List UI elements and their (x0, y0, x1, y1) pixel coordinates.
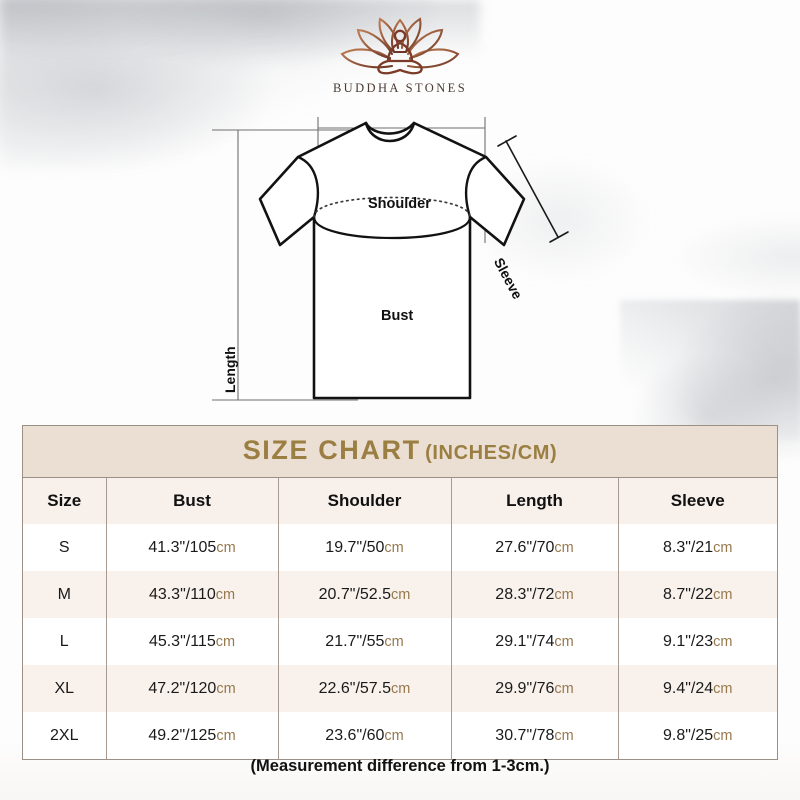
measurement-note: (Measurement difference from 1-3cm.) (250, 757, 550, 775)
diagram-label-shoulder: Shoulder (368, 196, 431, 212)
column-header-sleeve: Sleeve (618, 478, 777, 524)
lotus-meditation-icon (340, 17, 460, 75)
cell-shoulder: 23.6"/60cm (278, 712, 452, 759)
cell-size: S (23, 524, 107, 571)
cell-bust: 41.3"/105cm (106, 524, 279, 571)
column-header-shoulder: Shoulder (278, 478, 452, 524)
table-row: M 43.3"/110cm 20.7"/52.5cm 28.3"/72cm 8.… (23, 571, 777, 618)
cell-bust: 49.2"/125cm (106, 712, 279, 759)
cell-sleeve: 8.3"/21cm (618, 524, 777, 571)
size-chart-title-bar: SIZE CHART (INCHES/CM) (23, 426, 777, 478)
cell-length: 28.3"/72cm (451, 571, 619, 618)
cell-shoulder: 19.7"/50cm (278, 524, 452, 571)
cell-sleeve: 9.1"/23cm (618, 618, 777, 665)
diagram-label-length: Length (222, 346, 238, 393)
cell-size: 2XL (23, 712, 107, 759)
size-chart-table: Size Bust Shoulder Length Sleeve S 41.3"… (23, 478, 777, 759)
cell-size: L (23, 618, 107, 665)
cell-size: XL (23, 665, 107, 712)
table-row: XL 47.2"/120cm 22.6"/57.5cm 29.9"/76cm 9… (23, 665, 777, 712)
tshirt-outline-svg (212, 117, 569, 401)
size-chart-table-container: SIZE CHART (INCHES/CM) Size Bust Shoulde… (22, 425, 778, 760)
table-header-row: Size Bust Shoulder Length Sleeve (23, 478, 777, 524)
size-chart-title-units: (INCHES/CM) (425, 442, 558, 464)
brand-logo: BUDDHA STONES (0, 14, 800, 96)
cell-length: 27.6"/70cm (451, 524, 619, 571)
table-row: 2XL 49.2"/125cm 23.6"/60cm 30.7"/78cm 9.… (23, 712, 777, 759)
cell-shoulder: 20.7"/52.5cm (278, 571, 452, 618)
column-header-size: Size (23, 478, 107, 524)
table-row: L 45.3"/115cm 21.7"/55cm 29.1"/74cm 9.1"… (23, 618, 777, 665)
size-chart-title: SIZE CHART (242, 435, 421, 465)
column-header-bust: Bust (106, 478, 279, 524)
cell-size: M (23, 571, 107, 618)
cell-shoulder: 21.7"/55cm (278, 618, 452, 665)
tshirt-measurement-diagram: Shoulder Bust Sleeve Length (0, 95, 800, 415)
cell-length: 29.1"/74cm (451, 618, 619, 665)
diagram-label-bust: Bust (381, 308, 414, 324)
cell-bust: 47.2"/120cm (106, 665, 279, 712)
table-row: S 41.3"/105cm 19.7"/50cm 27.6"/70cm 8.3"… (23, 524, 777, 571)
brand-name: BUDDHA STONES (332, 81, 468, 95)
cell-bust: 43.3"/110cm (106, 571, 279, 618)
cell-shoulder: 22.6"/57.5cm (278, 665, 452, 712)
cell-sleeve: 9.8"/25cm (618, 712, 777, 759)
cell-sleeve: 9.4"/24cm (618, 665, 777, 712)
cell-length: 30.7"/78cm (451, 712, 619, 759)
neckline (364, 121, 416, 143)
cell-sleeve: 8.7"/22cm (618, 571, 777, 618)
cell-length: 29.9"/76cm (451, 665, 619, 712)
cell-bust: 45.3"/115cm (106, 618, 279, 665)
column-header-length: Length (451, 478, 619, 524)
